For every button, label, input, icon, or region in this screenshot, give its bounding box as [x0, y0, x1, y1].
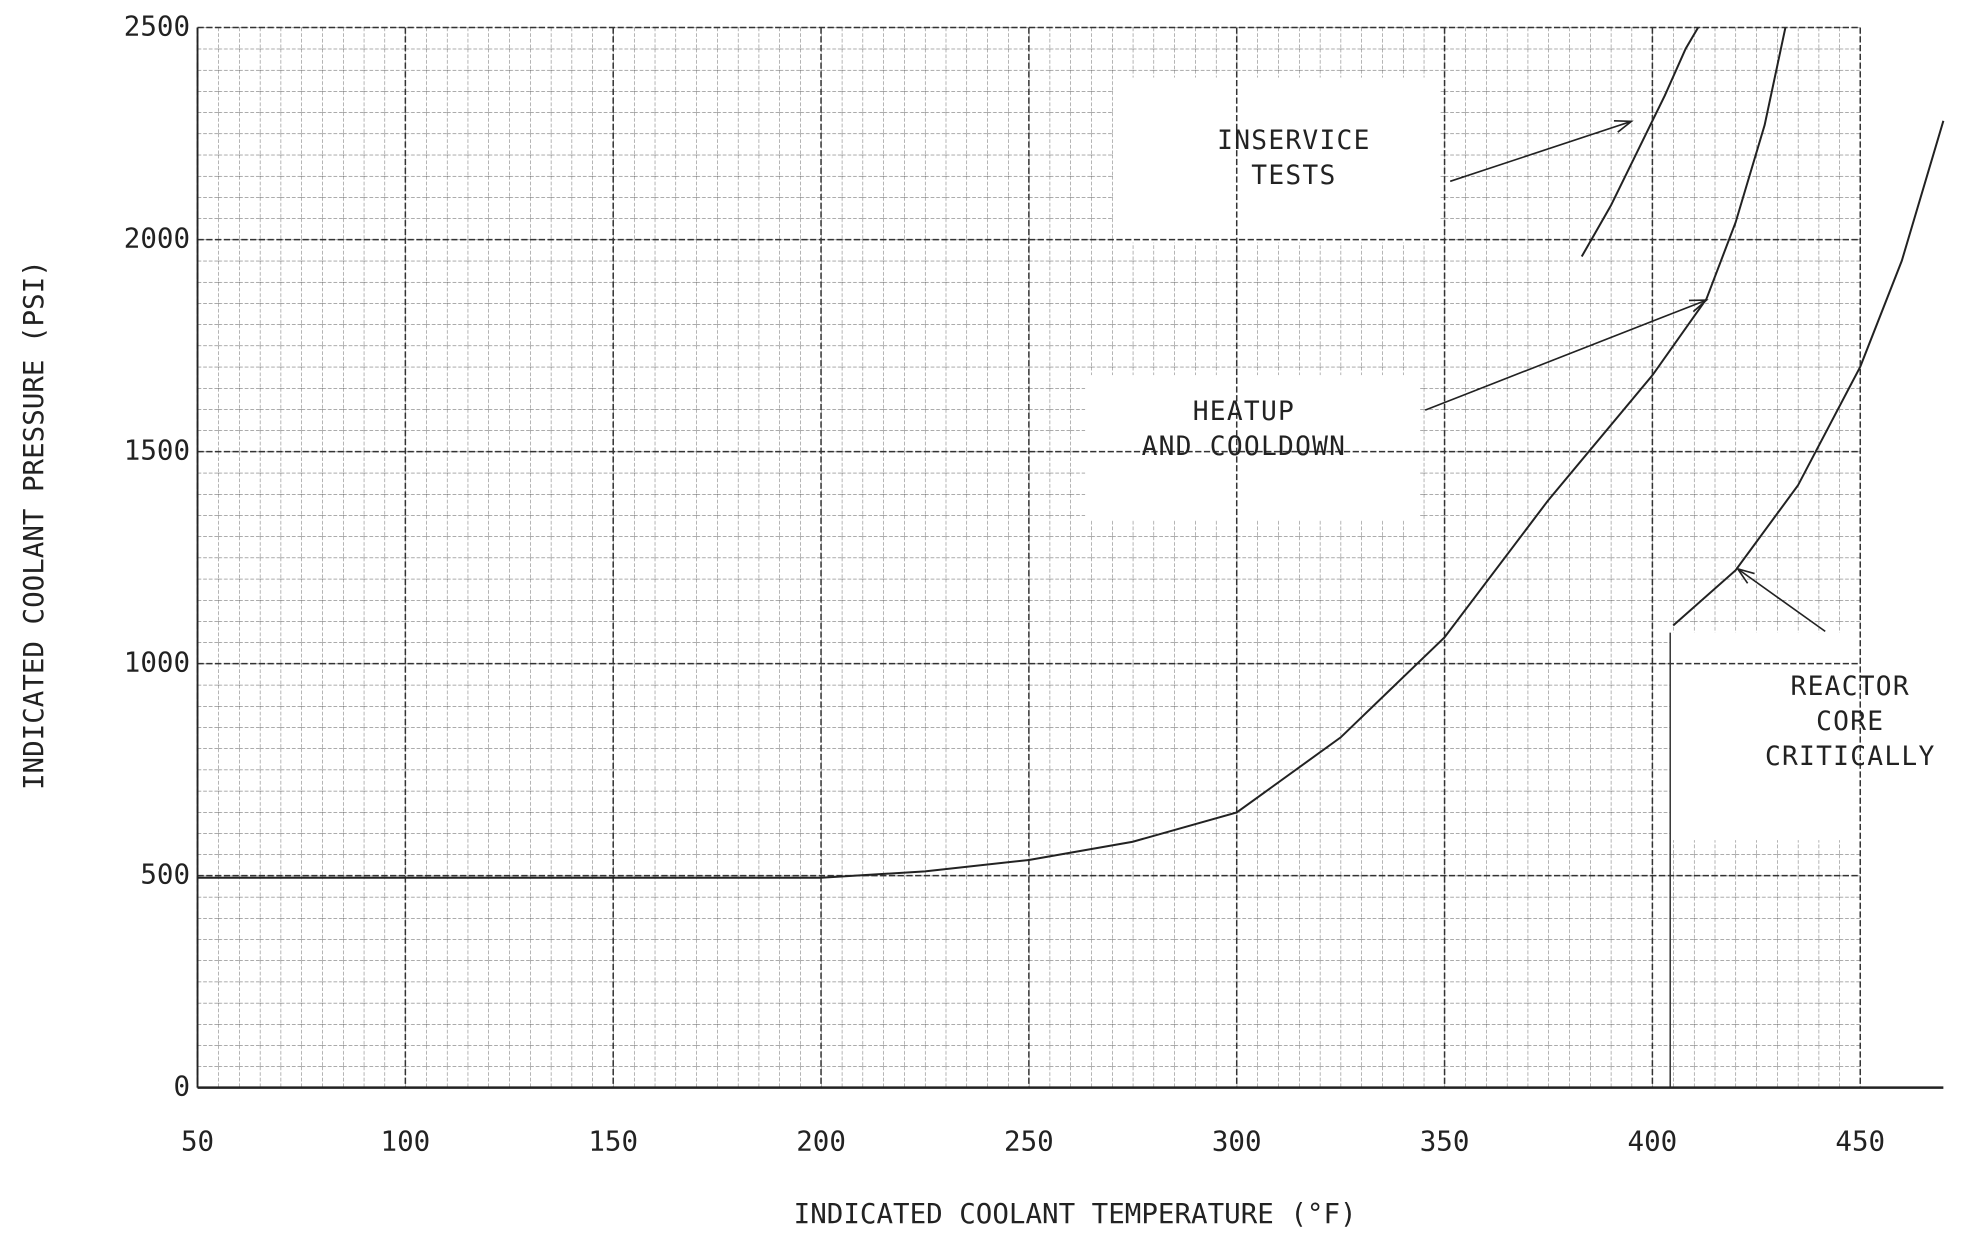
label-box [1670, 632, 1863, 841]
y-tick-label: 2000 [124, 223, 190, 255]
annotation: TESTS [1251, 161, 1336, 191]
x-tick-label: 350 [1420, 1126, 1470, 1158]
y-tick-label: 500 [140, 859, 190, 891]
y-tick-label: 0 [173, 1071, 190, 1103]
x-tick-label: 200 [796, 1126, 846, 1158]
y-axis-label: INDICATED COOLANT PRESSURE (PSI) [18, 260, 50, 790]
x-tick-label: 450 [1835, 1126, 1885, 1158]
label-box [1112, 77, 1441, 243]
x-tick-label: 50 [181, 1126, 214, 1158]
x-axis-label: INDICATED COOLANT TEMPERATURE (°F) [794, 1198, 1357, 1230]
annotation: HEATUP [1193, 397, 1295, 427]
arrow-head [1613, 119, 1634, 133]
annotation: CORE [1816, 707, 1884, 737]
x-tick-label: 400 [1628, 1126, 1678, 1158]
curve [1580, 27, 1699, 258]
x-tick-label: 100 [381, 1126, 431, 1158]
x-tick-label: 250 [1004, 1126, 1054, 1158]
y-tick-label: 1500 [124, 435, 190, 467]
y-tick-label: 2500 [124, 11, 190, 43]
curve [197, 27, 1787, 879]
annotation: AND COOLDOWN [1142, 432, 1347, 462]
plot-area [196, 26, 1863, 1089]
x-tick-label: 150 [588, 1126, 638, 1158]
x-tick-label: 300 [1212, 1126, 1262, 1158]
arrow-head [1735, 567, 1755, 584]
curve [1672, 120, 1945, 627]
annotation: CRITICALLY [1765, 742, 1936, 772]
annotation-arrow [1449, 120, 1632, 183]
annotation-arrow [1424, 299, 1707, 411]
y-tick-label: 1000 [124, 647, 190, 679]
annotation: INSERVICE [1217, 126, 1370, 156]
annotation-arrow [1737, 568, 1826, 633]
annotation: REACTOR [1791, 672, 1910, 702]
arrow-head [1688, 299, 1709, 313]
label-box [1085, 375, 1421, 521]
